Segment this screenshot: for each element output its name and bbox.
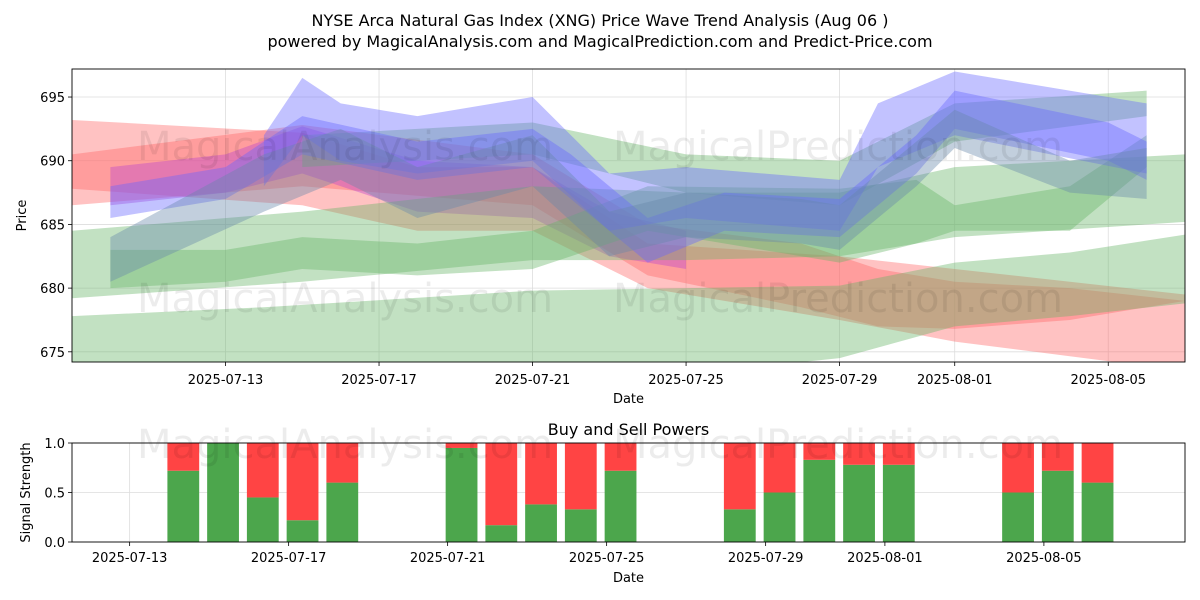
- buy-bar: [207, 443, 239, 542]
- sell-bar: [1002, 443, 1034, 493]
- top-ytick-label: 680: [40, 282, 65, 297]
- bottom-xtick-label: 2025-07-29: [728, 551, 804, 566]
- watermark-analysis-top: MagicalAnalysis.com: [137, 124, 553, 170]
- bottom-ytick-label: 1.0: [44, 437, 65, 452]
- price-band-10: [110, 109, 1147, 282]
- sell-bar: [843, 443, 875, 465]
- buy-bar: [1002, 492, 1034, 542]
- sell-bar: [803, 443, 836, 460]
- bottom-xtick-label: 2025-08-05: [1006, 551, 1082, 566]
- buy-bar: [167, 470, 200, 542]
- watermark-prediction-mid: MagicalPrediction.com: [613, 276, 1063, 322]
- top-xtick-label: 2025-07-13: [188, 373, 264, 388]
- sell-bar: [604, 443, 637, 471]
- sell-bar: [1041, 443, 1074, 471]
- buy-bar: [445, 447, 478, 542]
- sell-bar: [286, 443, 319, 521]
- price-band-2: [72, 125, 1185, 329]
- buy-bar: [1081, 482, 1114, 542]
- bottom-xtick-label: 2025-08-01: [847, 551, 923, 566]
- buy-bar: [803, 459, 836, 542]
- price-band-9: [263, 71, 1147, 231]
- sell-bar: [525, 443, 557, 505]
- top-ytick-label: 675: [40, 346, 65, 361]
- watermark-prediction-bottom: MagicalPrediction.com: [613, 422, 1063, 468]
- sell-bar: [882, 443, 915, 465]
- sell-bar: [1081, 443, 1114, 483]
- bottom-ytick-label: 0.5: [44, 487, 65, 502]
- buy-bar: [882, 464, 915, 542]
- chart-title-line2: powered by MagicalAnalysis.com and Magic…: [267, 32, 932, 51]
- price-band-3: [110, 126, 687, 270]
- watermark-analysis-bottom: MagicalAnalysis.com: [137, 422, 553, 468]
- price-band-7: [302, 90, 1147, 206]
- chart-title-line1: NYSE Arca Natural Gas Index (XNG) Price …: [312, 11, 889, 30]
- buy-bar: [246, 497, 279, 542]
- buy-bar: [604, 470, 637, 542]
- top-xtick-label: 2025-07-21: [495, 373, 571, 388]
- bottom-xtick-label: 2025-07-21: [410, 551, 486, 566]
- buy-bar: [843, 464, 875, 542]
- bottom-xtick-label: 2025-07-25: [569, 551, 645, 566]
- buy-bar: [485, 525, 518, 542]
- top-ytick-label: 690: [40, 155, 65, 170]
- sell-bar: [723, 443, 756, 510]
- top-xlabel: Date: [613, 392, 644, 407]
- sell-bar: [167, 443, 200, 471]
- sell-bar: [326, 443, 359, 483]
- bottom-xlabel: Date: [613, 571, 644, 586]
- top-xtick-label: 2025-07-25: [648, 373, 724, 388]
- bottom-ylabel: Signal Strength: [19, 442, 34, 542]
- top-xtick-label: 2025-08-05: [1070, 373, 1146, 388]
- bottom-xtick-label: 2025-07-17: [251, 551, 327, 566]
- top-xtick-label: 2025-07-29: [802, 373, 878, 388]
- buy-sell-powers-plot: Buy and Sell Powers 0.0 0.5 1.0 2025-07-13 20…: [19, 420, 1186, 586]
- top-ytick-label: 695: [40, 91, 65, 106]
- sell-bar: [246, 443, 279, 498]
- top-xtick-label: 2025-08-01: [917, 373, 993, 388]
- top-ytick-label: 685: [40, 218, 65, 233]
- sell-bar: [564, 443, 597, 510]
- buy-bar: [723, 509, 756, 542]
- buy-bar: [1041, 470, 1074, 542]
- price-band-6: [110, 135, 1147, 289]
- watermark-analysis-mid: MagicalAnalysis.com: [137, 276, 553, 322]
- buy-bar: [286, 520, 319, 542]
- sell-bar: [485, 443, 518, 526]
- bottom-title: Buy and Sell Powers: [548, 420, 710, 439]
- top-plot-frame: [71, 68, 1186, 363]
- sell-bar: [763, 443, 796, 493]
- price-band-8: [110, 90, 1147, 263]
- price-band-1: [72, 119, 1185, 362]
- bottom-ytick-label: 0.0: [44, 536, 65, 551]
- price-band-5: [72, 154, 1185, 299]
- watermark-prediction-top: MagicalPrediction.com: [613, 124, 1063, 170]
- top-ylabel: Price: [15, 200, 30, 232]
- top-bands: [72, 71, 1185, 362]
- buy-bar: [326, 482, 359, 542]
- top-xtick-label: 2025-07-17: [341, 373, 417, 388]
- bottom-plot-frame: [71, 442, 1186, 543]
- bottom-xtick-label: 2025-07-13: [92, 551, 168, 566]
- sell-bar: [445, 443, 478, 448]
- buy-bar: [763, 492, 796, 542]
- buy-bar: [564, 509, 597, 542]
- buy-bar: [525, 504, 557, 542]
- price-wave-plot: 675 680 685 690 695 2025-07-13 2025-07-17 2025-…: [15, 68, 1186, 407]
- price-band-4: [72, 234, 1185, 362]
